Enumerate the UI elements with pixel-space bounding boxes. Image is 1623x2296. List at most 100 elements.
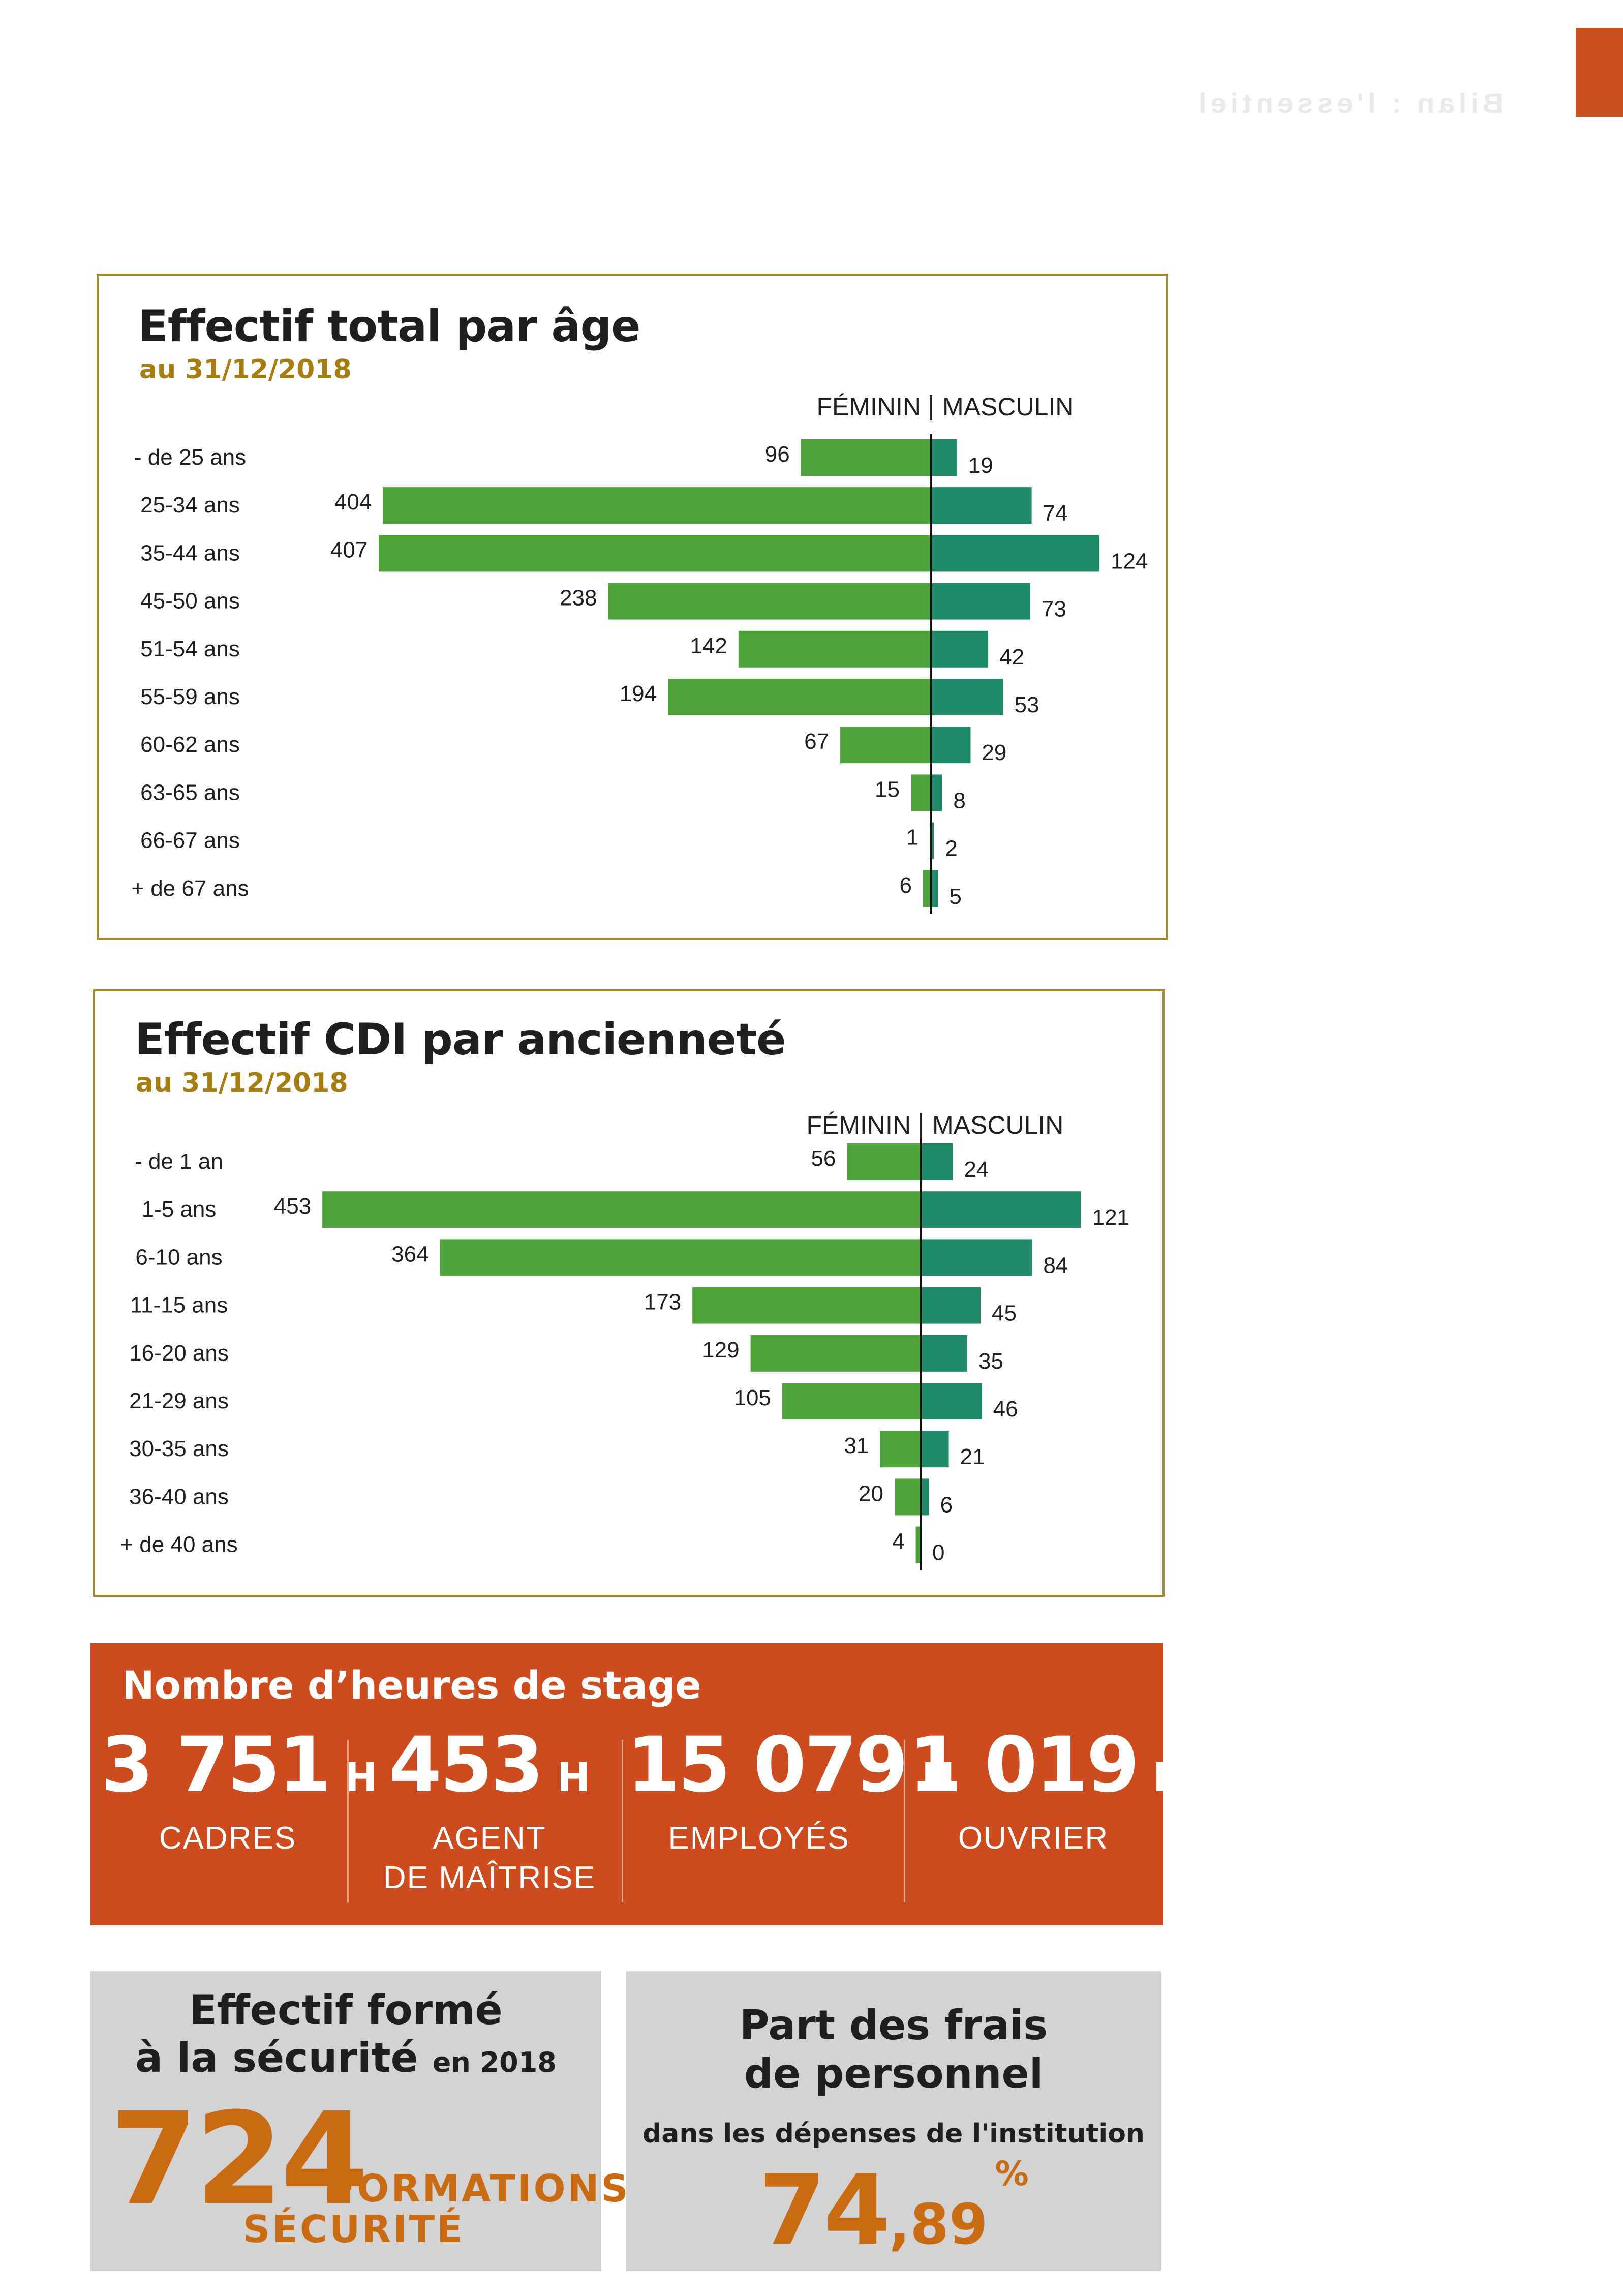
data-label-male: 121	[1092, 1205, 1129, 1230]
data-label-female: 96	[765, 442, 790, 467]
hours-value: 15 079 H	[627, 1721, 955, 1809]
hours-value: 453 H	[388, 1721, 591, 1809]
hours-value: 3 751 H	[101, 1721, 378, 1809]
bar-female	[608, 583, 931, 620]
seniority-chart-title: Effectif CDI par ancienneté	[135, 1014, 786, 1065]
bar-female	[782, 1383, 921, 1419]
bar-male	[931, 870, 938, 907]
safety-title-line2: à la sécurité en 2018	[135, 2034, 557, 2081]
data-label-male: 29	[982, 740, 1006, 765]
category-label: 6-10 ans	[135, 1245, 222, 1270]
age-chart-panel: Effectif total par âge au 31/12/2018 FÉM…	[97, 274, 1168, 940]
bar-female	[668, 679, 931, 715]
hours-label: OUVRIER	[958, 1821, 1109, 1856]
category-label: + de 67 ans	[131, 876, 249, 901]
hours-label-line2: DE MAÎTRISE	[383, 1860, 596, 1895]
data-label-female: 407	[330, 537, 368, 562]
category-label: 36-40 ans	[129, 1484, 229, 1509]
data-label-female: 6	[899, 873, 911, 898]
category-label: 21-29 ans	[129, 1388, 229, 1413]
category-label: - de 1 an	[135, 1149, 223, 1174]
bar-male	[931, 679, 1003, 715]
bar-female	[322, 1191, 922, 1228]
hours-separator	[904, 1740, 905, 1902]
bar-male	[921, 1335, 967, 1372]
bar-female	[923, 870, 931, 907]
data-label-female: 20	[859, 1481, 883, 1506]
bar-male	[931, 583, 1030, 620]
safety-training-panel: Effectif formé à la sécurité en 2018 724…	[90, 1971, 628, 2271]
data-label-female: 194	[620, 681, 657, 706]
costs-value: 74,89%	[758, 2154, 1029, 2267]
bar-male	[931, 487, 1032, 524]
category-label: 55-59 ans	[140, 684, 240, 709]
bar-male	[931, 630, 989, 668]
data-label-male: 46	[993, 1397, 1018, 1422]
bar-male	[931, 439, 957, 476]
hours-label: EMPLOYÉS	[668, 1821, 850, 1856]
hours-separator	[347, 1740, 349, 1902]
data-label-female: 1	[906, 825, 918, 850]
category-label: 30-35 ans	[129, 1436, 229, 1461]
data-label-female: 364	[391, 1242, 428, 1266]
bar-male	[931, 727, 971, 764]
bar-female	[840, 727, 931, 764]
training-hours-title: Nombre d’heures de stage	[122, 1663, 701, 1708]
data-label-male: 6	[940, 1492, 953, 1517]
hours-separator	[622, 1740, 623, 1902]
bar-female	[750, 1335, 921, 1372]
data-label-male: 21	[960, 1444, 985, 1469]
seniority-chart-svg: FÉMININ MASCULIN- de 1 an 56 241-5 ans 453 12…	[120, 1111, 1129, 1570]
bar-female	[379, 535, 931, 572]
data-label-male: 74	[1043, 501, 1068, 526]
bar-male	[921, 1191, 1081, 1228]
data-label-female: 31	[844, 1433, 869, 1458]
data-label-male: 8	[953, 788, 965, 813]
hours-item-agent-de-maitrise: 453 H AGENT DE MAÎTRISE	[362, 1725, 617, 1898]
data-label-female: 404	[334, 490, 372, 515]
data-label-female: 142	[690, 633, 727, 658]
costs-subtitle: dans les dépenses de l'institution	[642, 2119, 1145, 2149]
age-chart-subtitle: au 31/12/2018	[139, 354, 352, 385]
data-label-male: 42	[999, 645, 1024, 670]
bar-male	[921, 1383, 982, 1419]
header-show-through-text: Bilan : l'essentiel	[1195, 87, 1504, 119]
hours-label: CADRES	[159, 1821, 297, 1856]
data-label-female: 453	[274, 1194, 311, 1219]
seniority-chart-panel: Effectif CDI par ancienneté au 31/12/201…	[93, 989, 1165, 1597]
bar-male	[931, 535, 1100, 572]
category-label: 35-44 ans	[140, 540, 240, 565]
category-label: 66-67 ans	[140, 828, 240, 853]
category-label: - de 25 ans	[134, 445, 246, 470]
category-label: 63-65 ans	[140, 780, 240, 805]
data-label-male: 45	[992, 1301, 1017, 1326]
hours-item-cadres: 3 751 H CADRES	[101, 1721, 378, 1858]
bar-female	[738, 630, 931, 668]
category-label: + de 40 ans	[120, 1532, 237, 1557]
data-label-male: 73	[1042, 597, 1066, 622]
hours-item-ouvrier: 1 019 H OUVRIER	[909, 1721, 1186, 1858]
bar-male	[921, 1431, 949, 1468]
female-header-label: FÉMININ	[806, 1111, 911, 1139]
costs-title-line1: Part des frais	[739, 2002, 1048, 2049]
seniority-chart-subtitle: au 31/12/2018	[136, 1068, 348, 1098]
age-chart-svg: FÉMININ MASCULIN - de 25 ans 96 19 25-34 ans 4…	[131, 392, 1148, 914]
male-header-label: MASCULIN	[942, 392, 1074, 421]
bar-female	[383, 487, 931, 524]
data-label-female: 15	[875, 777, 900, 802]
data-label-male: 53	[1015, 692, 1039, 717]
safety-label-line1: FORMATIONS	[329, 2167, 630, 2211]
data-label-male: 19	[968, 453, 993, 478]
data-label-male: 0	[932, 1540, 944, 1565]
bar-female	[910, 774, 931, 811]
hours-item-employes: 15 079 H EMPLOYÉS	[627, 1721, 955, 1858]
bar-female	[915, 1526, 921, 1563]
female-header-label: FÉMININ	[816, 392, 921, 421]
category-label: 1-5 ans	[142, 1197, 217, 1222]
bar-female	[440, 1239, 921, 1276]
bar-female	[692, 1287, 921, 1324]
category-label: 45-50 ans	[140, 589, 240, 614]
hours-value: 1 019 H	[909, 1721, 1186, 1809]
data-label-male: 35	[978, 1349, 1003, 1374]
safety-value: 724	[110, 2085, 369, 2233]
